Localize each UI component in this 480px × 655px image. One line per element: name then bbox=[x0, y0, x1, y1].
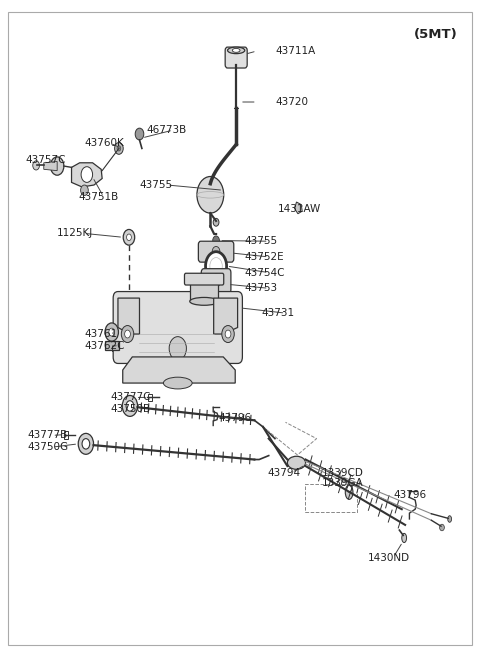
Circle shape bbox=[109, 328, 115, 336]
Circle shape bbox=[117, 146, 121, 151]
Circle shape bbox=[82, 439, 90, 449]
Text: 43753: 43753 bbox=[245, 283, 278, 293]
Ellipse shape bbox=[228, 47, 245, 54]
Text: 43711A: 43711A bbox=[276, 46, 316, 56]
Text: 43777C: 43777C bbox=[111, 392, 151, 402]
Circle shape bbox=[197, 176, 224, 213]
FancyBboxPatch shape bbox=[198, 241, 234, 262]
Text: 43761: 43761 bbox=[84, 329, 118, 339]
Text: 43796: 43796 bbox=[218, 413, 252, 422]
Circle shape bbox=[213, 218, 219, 226]
Circle shape bbox=[169, 337, 186, 360]
Circle shape bbox=[212, 246, 220, 257]
Text: 43755: 43755 bbox=[245, 236, 278, 246]
Ellipse shape bbox=[448, 515, 452, 522]
Ellipse shape bbox=[288, 457, 306, 470]
Circle shape bbox=[127, 234, 132, 240]
Circle shape bbox=[213, 236, 219, 245]
FancyBboxPatch shape bbox=[184, 273, 224, 285]
Polygon shape bbox=[44, 162, 57, 171]
Text: 43760K: 43760K bbox=[84, 138, 124, 148]
Text: 43752E: 43752E bbox=[245, 252, 285, 262]
Text: 43762C: 43762C bbox=[84, 341, 125, 351]
Circle shape bbox=[50, 157, 64, 175]
Polygon shape bbox=[148, 394, 152, 401]
Circle shape bbox=[225, 330, 231, 338]
Text: 43731: 43731 bbox=[262, 308, 295, 318]
Text: 1431AW: 1431AW bbox=[278, 204, 322, 214]
Text: 43754C: 43754C bbox=[245, 268, 285, 278]
Text: 43755: 43755 bbox=[140, 180, 173, 190]
Polygon shape bbox=[123, 357, 235, 383]
Ellipse shape bbox=[232, 48, 240, 52]
Text: 1430ND: 1430ND bbox=[368, 553, 410, 563]
Text: 1339GA: 1339GA bbox=[322, 478, 363, 488]
Circle shape bbox=[440, 524, 444, 531]
Text: 1339CD: 1339CD bbox=[322, 468, 363, 477]
Polygon shape bbox=[64, 432, 68, 439]
Circle shape bbox=[205, 252, 227, 280]
Circle shape bbox=[123, 229, 135, 245]
Circle shape bbox=[347, 485, 351, 492]
Circle shape bbox=[125, 330, 131, 338]
Polygon shape bbox=[295, 202, 302, 214]
Circle shape bbox=[33, 161, 39, 170]
Ellipse shape bbox=[402, 533, 407, 542]
Text: 43777B: 43777B bbox=[27, 430, 67, 440]
Circle shape bbox=[115, 143, 123, 155]
Circle shape bbox=[121, 326, 134, 343]
Text: 43796: 43796 bbox=[393, 491, 426, 500]
Text: (5MT): (5MT) bbox=[414, 28, 458, 41]
Circle shape bbox=[210, 257, 222, 274]
Bar bbox=[105, 341, 119, 350]
FancyBboxPatch shape bbox=[113, 291, 242, 364]
Polygon shape bbox=[118, 298, 140, 334]
Circle shape bbox=[78, 434, 94, 455]
Polygon shape bbox=[214, 298, 238, 334]
Text: 43750G: 43750G bbox=[27, 442, 68, 452]
Text: 43757C: 43757C bbox=[25, 155, 66, 164]
FancyBboxPatch shape bbox=[201, 269, 231, 293]
Circle shape bbox=[81, 167, 93, 182]
Text: 43751B: 43751B bbox=[78, 192, 119, 202]
Circle shape bbox=[126, 401, 134, 411]
FancyBboxPatch shape bbox=[225, 47, 247, 68]
Circle shape bbox=[211, 274, 221, 287]
Bar bbox=[305, 484, 357, 512]
Text: 43750B: 43750B bbox=[111, 404, 151, 414]
Text: 1125KJ: 1125KJ bbox=[57, 229, 94, 238]
Circle shape bbox=[105, 323, 119, 341]
Ellipse shape bbox=[345, 485, 353, 499]
Text: 43720: 43720 bbox=[276, 97, 309, 107]
Circle shape bbox=[222, 326, 234, 343]
Ellipse shape bbox=[190, 297, 218, 305]
Text: 43794: 43794 bbox=[268, 468, 301, 477]
Ellipse shape bbox=[190, 274, 218, 282]
Circle shape bbox=[81, 185, 88, 195]
Circle shape bbox=[135, 128, 144, 140]
Polygon shape bbox=[72, 163, 102, 187]
Circle shape bbox=[122, 396, 138, 417]
Bar bbox=[190, 278, 218, 301]
Ellipse shape bbox=[163, 377, 192, 389]
Text: 46773B: 46773B bbox=[147, 125, 187, 135]
